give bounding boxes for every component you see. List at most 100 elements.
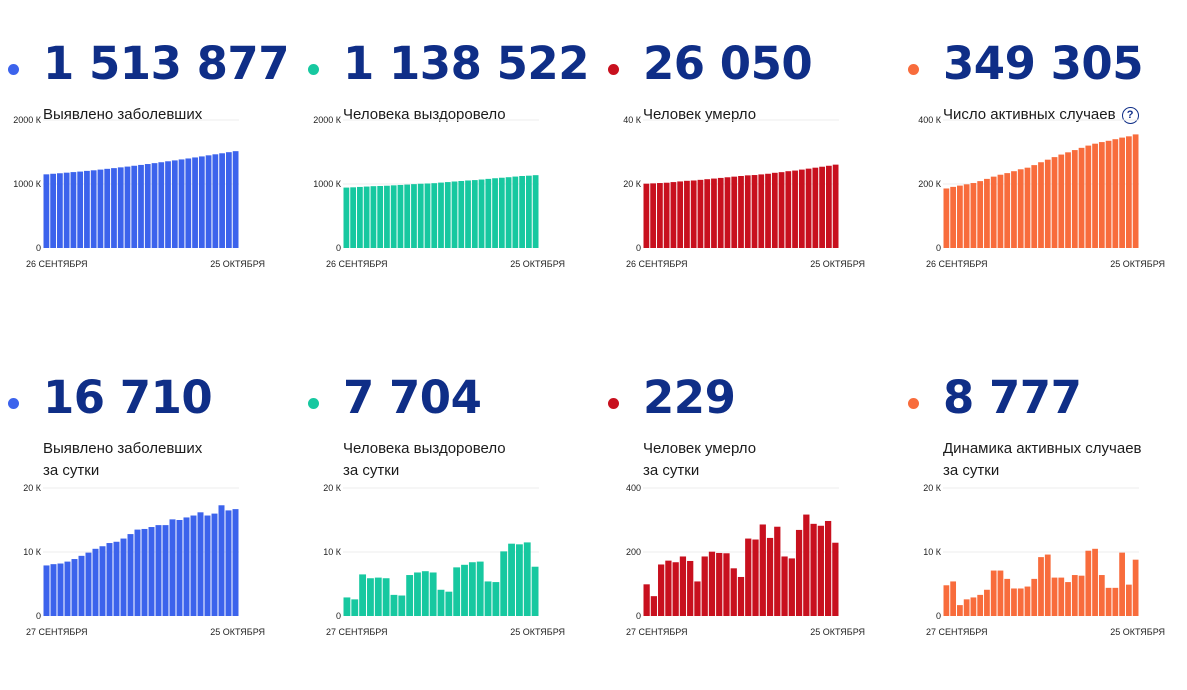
bar (165, 161, 171, 248)
bar-chart: 40 К 20 К 0 26 СЕНТЯБРЯ 25 ОКТЯБРЯ (623, 115, 865, 269)
bar (113, 541, 120, 616)
bar (471, 180, 478, 248)
bar (781, 556, 788, 616)
bar (343, 187, 350, 248)
bar (723, 553, 730, 616)
bar (1038, 557, 1044, 616)
stat-card-cases-total: 1 513 877 Выявлено заболевших 2000 К 1000 К… (0, 36, 290, 356)
bar (724, 177, 731, 248)
legend-dot (308, 398, 319, 409)
bar (424, 183, 431, 248)
bar (117, 167, 124, 248)
bar (465, 180, 471, 248)
bar (997, 570, 1004, 616)
bar (508, 543, 515, 616)
bar (162, 525, 169, 616)
bar (950, 186, 957, 248)
x-end-label: 25 ОКТЯБРЯ (210, 259, 265, 269)
stat-label: Человека выздоровело (343, 440, 506, 457)
x-end-label: 25 ОКТЯБРЯ (810, 627, 865, 637)
y-tick-label: 0 (936, 611, 941, 621)
bar (192, 157, 198, 248)
bar (532, 175, 539, 248)
bar (232, 151, 239, 248)
bar (104, 168, 111, 248)
bar (144, 164, 151, 248)
bar (1004, 578, 1011, 616)
stat-card-deaths-daily: 229 Человек умерло за сутки 400 200 0 27 СЕНТЯ… (600, 370, 890, 690)
bar (943, 585, 950, 616)
bar (1078, 575, 1085, 616)
y-tick-label: 0 (636, 611, 641, 621)
bar (679, 556, 687, 616)
bar (759, 524, 766, 616)
bar (43, 174, 50, 248)
bar (950, 581, 957, 616)
bar (414, 572, 421, 616)
stat-value: 1 513 877 (43, 37, 290, 90)
bar (774, 526, 781, 616)
bar (183, 517, 190, 616)
bar-chart: 400 200 0 27 СЕНТЯБРЯ 25 ОКТЯБРЯ (626, 483, 865, 637)
bar (525, 175, 532, 248)
y-tick-label: 0 (36, 611, 41, 621)
bar (531, 566, 539, 616)
stat-card-recovered-total: 1 138 522 Человека выздоровело 2000 К 1000 … (300, 36, 590, 356)
bar (832, 164, 839, 248)
bar (701, 556, 708, 616)
bar (197, 512, 204, 616)
bar (138, 164, 144, 248)
bar (64, 561, 71, 616)
bar (1071, 150, 1078, 248)
bar (421, 571, 429, 616)
bar (370, 186, 377, 248)
stat-label: Выявлено заболевших (43, 440, 203, 457)
bar (106, 543, 113, 616)
x-end-label: 25 ОКТЯБРЯ (1110, 627, 1165, 637)
bar (670, 182, 677, 248)
bar (411, 184, 417, 248)
x-start-label: 26 СЕНТЯБРЯ (626, 259, 688, 269)
bar (708, 551, 716, 616)
bar (158, 162, 165, 248)
stat-value: 16 710 (43, 371, 213, 424)
bar (1051, 577, 1058, 616)
bar (643, 183, 650, 248)
bar (57, 173, 63, 248)
bar (390, 594, 398, 616)
bar (169, 519, 176, 616)
bar (752, 539, 759, 616)
x-end-label: 25 ОКТЯБРЯ (210, 627, 265, 637)
y-tick-label: 20 К (923, 483, 942, 493)
bar (50, 564, 57, 616)
bar (131, 165, 138, 248)
bar (92, 548, 99, 616)
bar (795, 529, 803, 616)
bar (1092, 143, 1098, 248)
bar (1105, 587, 1112, 616)
bar (1085, 550, 1092, 616)
bar (997, 174, 1004, 248)
y-tick-label: 20 К (323, 483, 342, 493)
bar (984, 589, 990, 616)
bar (643, 584, 650, 616)
help-icon[interactable]: ? (1121, 107, 1139, 124)
bar (451, 181, 458, 248)
bar (1098, 575, 1105, 616)
bar (1058, 154, 1065, 248)
bar (500, 551, 508, 616)
bar (468, 562, 476, 616)
bar (1071, 575, 1078, 616)
x-start-label: 26 СЕНТЯБРЯ (326, 259, 388, 269)
bar (505, 177, 512, 248)
bar (832, 542, 839, 616)
bar (817, 525, 824, 616)
bar (406, 575, 414, 616)
bar (71, 559, 78, 616)
y-tick-label: 0 (336, 243, 341, 253)
legend-dot (8, 64, 19, 75)
y-tick-label: 20 К (23, 483, 42, 493)
bar (204, 515, 211, 616)
bar (751, 175, 758, 248)
bar (744, 175, 751, 248)
